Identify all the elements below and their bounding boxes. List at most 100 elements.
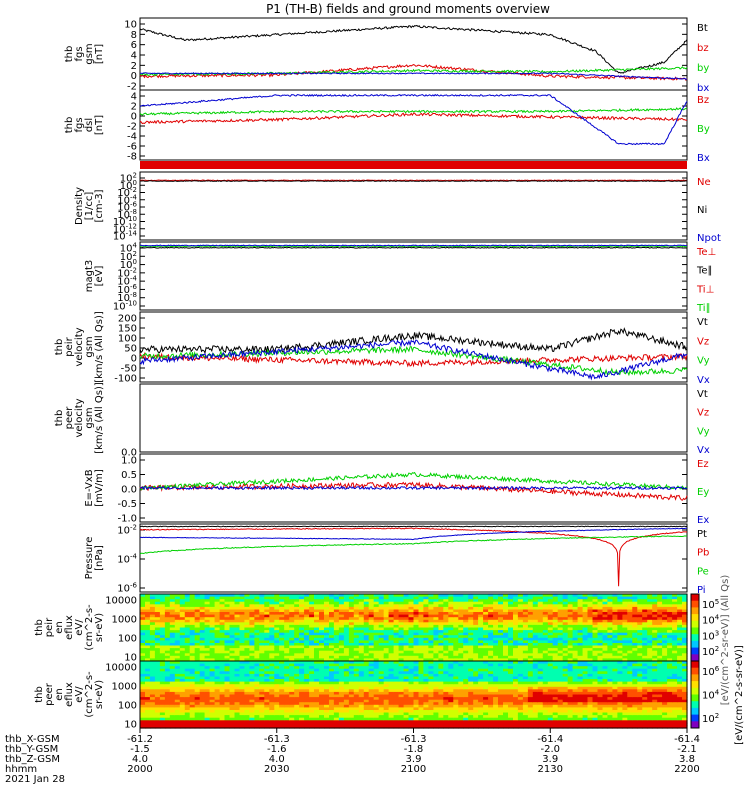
- colorbar-segment: [691, 627, 699, 635]
- legend-bz: bz: [697, 43, 709, 54]
- y-axis-label-line: en: [54, 688, 65, 701]
- colorbar-label-text: [eV/(cm^2-s-sr-eV)]: [734, 645, 745, 745]
- x-label-0: thb_X-GSM: [5, 734, 60, 745]
- y-axis-label-line: thb: [34, 619, 45, 636]
- quality-flag-bar: [140, 161, 687, 169]
- y-axis-label-line: thb: [54, 339, 65, 356]
- y-tick-label: -1.0: [117, 514, 137, 525]
- x-tick-label-y: -1.6: [267, 744, 287, 755]
- y-tick-label: 10-2: [117, 524, 137, 537]
- x-label-4: 2021 Jan 28: [5, 774, 65, 785]
- legend-Ni: Ni: [697, 205, 707, 216]
- colorbar-segment: [691, 600, 699, 608]
- y-axis-label-line: thb: [54, 410, 65, 427]
- legend-Ey: Ey: [697, 487, 709, 498]
- panel-frame-p1: [139, 17, 688, 91]
- x-label-3: hhmm: [5, 764, 37, 775]
- y-tick-label: 8: [131, 30, 137, 41]
- y-tick-label: 100: [118, 634, 137, 645]
- y-axis-label-line: eV/: [74, 619, 85, 636]
- x-tick-label-t: 2030: [264, 764, 289, 775]
- spectrogram-ion: [140, 594, 688, 662]
- legend-Bt: Bt: [697, 23, 708, 34]
- y-axis-label-line: [nPa]: [94, 545, 105, 571]
- legend-Ex: Ex: [697, 515, 709, 526]
- legend-Ez: Ez: [697, 459, 709, 470]
- y-axis-label-line: velocity: [74, 327, 85, 366]
- y-axis-label-line: velocity: [74, 398, 85, 437]
- y-tick-label: 0.5: [121, 470, 137, 481]
- y-tick-label: -6: [127, 142, 137, 153]
- colorbar-segment: [691, 674, 699, 682]
- y-axis-label-line: gsm: [84, 43, 95, 64]
- y-axis-label-line: Pressure: [84, 537, 95, 580]
- y-tick-label: 6: [131, 40, 137, 51]
- y-axis-label-line: (cm^2-s-: [84, 604, 95, 651]
- x-tick-label-y: -2.0: [540, 744, 560, 755]
- colorbar-segment: [691, 654, 699, 662]
- legend-Te∥: Te∥: [696, 266, 713, 277]
- spectrogram-electron: [140, 661, 688, 729]
- x-tick-label-z: 4.0: [269, 754, 285, 765]
- y-tick-label: -2: [127, 122, 137, 133]
- colorbar-tick-label: 103: [702, 629, 719, 642]
- legend-Vz: Vz: [697, 336, 709, 347]
- legend-Pb: Pb: [697, 548, 709, 559]
- y-tick-label: 0: [131, 71, 137, 82]
- series-Vx: [139, 338, 688, 381]
- y-tick-label: 100: [118, 701, 137, 712]
- y-axis-label-line: E=-VxB: [84, 469, 95, 506]
- y-tick-label: 10-10: [113, 300, 137, 313]
- y-axis-label-line: [mV/m]: [94, 469, 105, 507]
- y-tick-label: 100: [118, 334, 137, 345]
- colorbar-segment: [691, 614, 699, 622]
- y-axis-label-line: fgs: [74, 117, 85, 132]
- series-Pt: [139, 525, 687, 528]
- y-axis-label-line: en: [54, 621, 65, 634]
- y-tick-label: 1.0: [121, 456, 137, 467]
- colorbar-tick-label: 104: [702, 689, 720, 702]
- x-tick-label-x: -61.3: [264, 734, 290, 745]
- x-tick-label-t: 2200: [674, 764, 699, 775]
- y-tick-label: 10: [124, 653, 137, 664]
- y-axis-label-line: [1/cc]: [84, 192, 95, 221]
- y-axis-label-p10: thb peer en eflux eV/(cm^2-s-sr-eV): [34, 671, 105, 718]
- legend-Npot: Npot: [697, 233, 721, 244]
- y-tick-label: -50: [121, 364, 137, 375]
- colorbar-segment: [691, 667, 699, 675]
- series-Vt: [139, 327, 688, 355]
- y-tick-label: 0: [131, 112, 137, 123]
- y-axis-label-line: eflux: [64, 615, 75, 640]
- panel-frame-p5: [139, 311, 688, 383]
- series-Vz: [139, 351, 688, 368]
- series-Pb: [139, 527, 688, 587]
- colorbar-segment: [691, 647, 699, 655]
- colorbar-segment: [691, 640, 699, 649]
- series-Te∥: [139, 246, 688, 249]
- x-label-2: thb_Z-GSM: [5, 754, 60, 765]
- colorbar-segment: [691, 707, 699, 716]
- x-tick-label-z: 3.8: [679, 754, 695, 765]
- y-tick-label: -0.5: [117, 499, 137, 510]
- y-axis-label-line: fgs: [74, 46, 85, 61]
- legend-Vt: Vt: [697, 389, 708, 400]
- legend-Pt: Pt: [697, 529, 707, 540]
- series-Ex: [139, 485, 688, 491]
- legend-Vy: Vy: [697, 356, 710, 367]
- y-axis-label-p4: magt3 [eV]: [84, 260, 105, 293]
- x-tick-label-x: -61.3: [401, 734, 427, 745]
- y-axis-label-line: eflux: [64, 682, 75, 707]
- y-tick-label: 0.0: [121, 448, 137, 459]
- colorbar-segment: [691, 687, 699, 695]
- y-tick-label: 0.0: [121, 485, 137, 496]
- y-axis-label-line: eV/: [74, 686, 85, 703]
- legend-Ne: Ne: [697, 177, 711, 188]
- series-Ti∥: [139, 245, 687, 248]
- y-axis-label-line: [cm-3]: [94, 189, 105, 222]
- panel-frame-p3: [139, 171, 688, 241]
- y-tick-label: 50: [124, 344, 137, 355]
- y-tick-label: -2: [127, 82, 137, 93]
- x-tick-label-t: 2130: [538, 764, 563, 775]
- y-axis-label-p1: thb fgs gsm [nT]: [64, 43, 105, 64]
